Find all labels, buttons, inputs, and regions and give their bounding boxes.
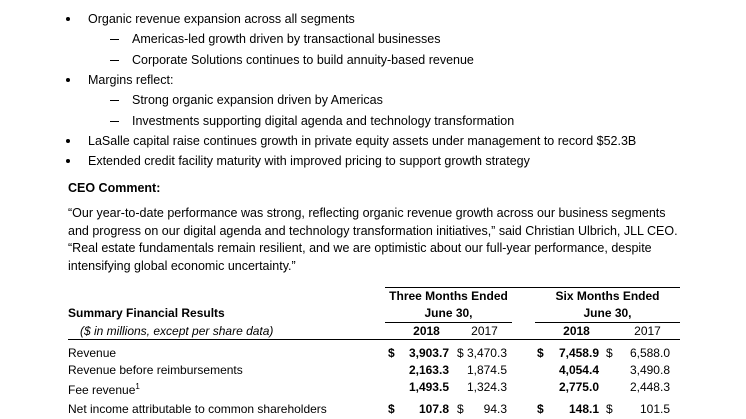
footnote-mark: 1	[135, 382, 140, 391]
currency-sign: $	[388, 402, 395, 416]
table-subtitle: ($ in millions, except per share data)	[80, 324, 274, 338]
rule	[385, 287, 680, 288]
table-title: Summary Financial Results	[68, 306, 225, 320]
sub-bullet	[110, 39, 119, 41]
cell-value: 101.5	[639, 402, 670, 416]
year-header: 2017	[471, 324, 498, 338]
cell-value: 1,324.3	[466, 380, 507, 394]
currency-sign: $	[388, 346, 395, 360]
bullet	[66, 138, 70, 143]
bullet	[66, 17, 70, 21]
sub-bullet-text: Investments supporting digital agenda an…	[132, 113, 515, 128]
group-header: June 30,	[583, 306, 632, 320]
bullet	[66, 159, 70, 164]
cell-value: 1,493.5	[408, 380, 449, 394]
sub-bullet-text: Corporate Solutions continues to build a…	[132, 52, 474, 67]
bullet-text: Margins reflect:	[88, 72, 174, 87]
currency-sign: $	[537, 346, 544, 360]
currency-sign: $	[457, 346, 464, 360]
year-header: 2018	[413, 324, 440, 338]
rule	[385, 322, 512, 323]
year-header: 2018	[563, 324, 590, 338]
cell-value: 3,490.8	[629, 363, 670, 377]
sub-bullet	[110, 120, 119, 122]
cell-value: 2,163.3	[408, 363, 449, 377]
cell-value: 2,448.3	[629, 380, 670, 394]
row-label: Revenue before reimbursements	[68, 363, 243, 377]
rule	[68, 339, 680, 340]
ceo-heading: CEO Comment:	[68, 181, 161, 195]
cell-value: 7,458.9	[558, 346, 599, 360]
row-label: Revenue	[68, 346, 117, 360]
sub-bullet-text: Strong organic expansion driven by Ameri…	[132, 93, 383, 108]
currency-sign: $	[457, 402, 464, 416]
bullet-text: LaSalle capital raise continues growth i…	[88, 133, 637, 148]
year-header: 2017	[634, 324, 661, 338]
cell-value: 4,054.4	[558, 363, 599, 377]
ceo-paragraph: “Our year-to-date performance was strong…	[68, 206, 678, 274]
group-header: June 30,	[424, 306, 473, 320]
row-label: Fee revenue1	[68, 382, 140, 397]
currency-sign: $	[606, 346, 613, 360]
cell-value: 6,588.0	[629, 346, 670, 360]
bullet-text: Extended credit facility maturity with i…	[88, 154, 530, 169]
cell-value: 2,775.0	[558, 380, 599, 394]
bullet-text: Organic revenue expansion across all seg…	[88, 12, 355, 26]
row-label: Net income attributable to common shareh…	[68, 402, 327, 416]
group-header: Six Months Ended	[555, 289, 660, 303]
cell-value: 1,874.5	[466, 363, 507, 377]
sub-bullet-text: Americas-led growth driven by transactio…	[132, 32, 441, 47]
cell-value: 94.3	[483, 402, 507, 416]
currency-sign: $	[537, 402, 544, 416]
bullet	[66, 77, 70, 82]
sub-bullet	[110, 59, 119, 61]
sub-bullet	[110, 100, 119, 102]
currency-sign: $	[606, 402, 613, 416]
cell-value: 148.1	[568, 402, 599, 416]
cell-value: 3,903.7	[408, 346, 449, 360]
group-header: Three Months Ended	[389, 289, 508, 303]
cell-value: 107.8	[418, 402, 449, 416]
cell-value: 3,470.3	[466, 346, 507, 360]
rule	[535, 322, 680, 323]
